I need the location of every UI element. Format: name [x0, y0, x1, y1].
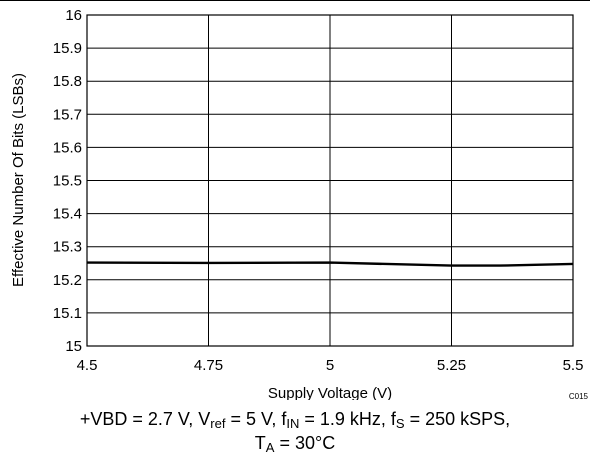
caption-ta-val: = 30°C — [274, 433, 336, 453]
caption-fin-val: = 1.9 kHz, f — [299, 409, 396, 429]
enob-series-line — [86, 261, 574, 267]
caption-vref-val: = 5 V, f — [225, 409, 287, 429]
caption-vref-sub: ref — [210, 416, 226, 431]
y-tick-label: 15.2 — [53, 272, 82, 289]
y-tick-label: 15 — [65, 338, 82, 355]
y-axis-label: Effective Number Of Bits (LSBs) — [10, 73, 27, 287]
y-tick-label: 15.8 — [53, 73, 82, 90]
conditions-caption: +VBD = 2.7 V, Vref = 5 V, fIN = 1.9 kHz,… — [0, 409, 590, 430]
plot-frame — [86, 14, 574, 347]
caption-ta: T — [254, 433, 266, 453]
figure-code: C015 — [569, 392, 589, 400]
y-tick-label: 15.9 — [53, 40, 82, 57]
y-tick-label: 15.1 — [53, 305, 82, 322]
x-tick-label: 5.5 — [563, 357, 584, 374]
x-tick-labels: 4.5 4.75 5 5.25 5.5 — [77, 357, 584, 374]
y-tick-label: 15.5 — [53, 173, 82, 190]
caption-vbd: +VBD = 2.7 V, V — [79, 409, 211, 429]
caption-fs-sub: S — [395, 416, 405, 431]
caption-fs-val: = 250 kSPS, — [404, 409, 511, 429]
y-tick-label: 15.3 — [53, 239, 82, 256]
x-tick-label: 5 — [326, 357, 334, 374]
x-tick-label: 4.5 — [77, 357, 98, 374]
x-tick-label: 4.75 — [194, 357, 223, 374]
x-tick-label: 5.25 — [437, 357, 466, 374]
y-tick-label: 15.4 — [53, 206, 82, 223]
caption-fin-sub: IN — [286, 416, 300, 431]
y-tick-label: 15.7 — [53, 106, 82, 123]
x-axis-label: Supply Voltage (V) — [268, 385, 392, 400]
enob-vs-supply-chart: 15 15.1 15.2 15.3 15.4 15.5 15.6 15.7 15.8 15.9 16… — [10, 7, 589, 400]
chart-grid — [86, 14, 574, 347]
y-tick-labels: 15 15.1 15.2 15.3 15.4 15.5 15.6 15.7 15.8 15.9 16 — [53, 7, 82, 355]
y-tick-label: 16 — [65, 7, 82, 24]
chart-series — [86, 261, 574, 267]
y-tick-label: 15.6 — [53, 139, 82, 156]
top-rule — [0, 0, 590, 1]
caption-ta-sub: A — [265, 440, 275, 455]
conditions-caption-line2: TA = 30°C — [0, 433, 590, 454]
